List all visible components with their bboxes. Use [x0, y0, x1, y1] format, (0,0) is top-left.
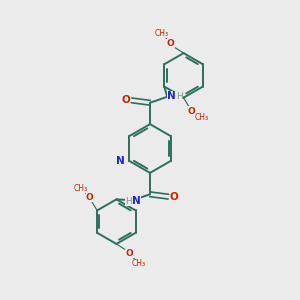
Text: H: H [125, 197, 132, 206]
Text: N: N [116, 156, 125, 166]
Text: O: O [126, 249, 134, 258]
Text: O: O [86, 193, 94, 202]
Text: CH₃: CH₃ [132, 259, 146, 268]
Text: N: N [167, 91, 176, 100]
Text: CH₃: CH₃ [195, 113, 209, 122]
Text: CH₃: CH₃ [74, 184, 88, 193]
Text: N: N [132, 196, 141, 206]
Text: CH₃: CH₃ [155, 29, 169, 38]
Text: O: O [170, 192, 179, 202]
Text: O: O [187, 106, 195, 116]
Text: O: O [121, 95, 130, 105]
Text: O: O [166, 39, 174, 48]
Text: H: H [176, 92, 182, 101]
